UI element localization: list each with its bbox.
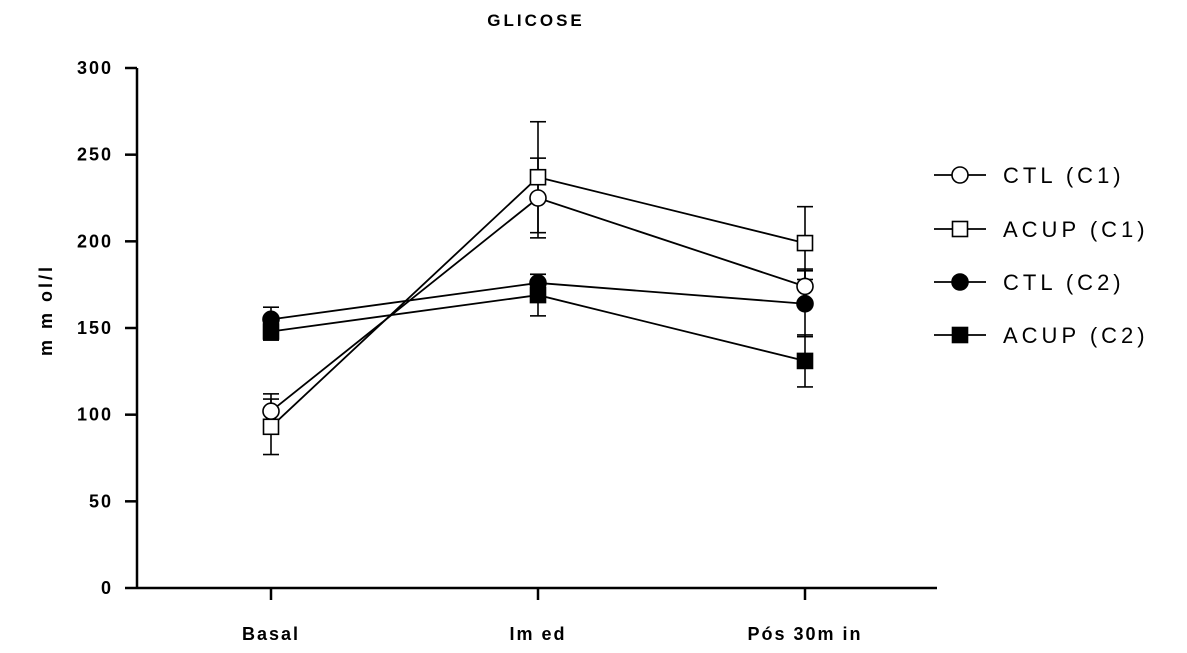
y-tick-label: 250 [77,145,113,165]
data-point [262,418,280,436]
legend-marker [951,273,969,291]
y-tick-label: 100 [77,405,113,425]
series-layer [262,120,814,456]
y-tick-label: 0 [101,578,113,598]
y-tick-label: 50 [89,491,113,511]
legend-label: ACUP (C2) [1003,323,1149,348]
y-axis-label: m m ol/l [36,264,56,356]
data-point [796,234,814,252]
x-tick-label: Im ed [509,624,566,644]
legend-marker [951,220,969,238]
series-points-4 [262,286,814,370]
series-points-1 [262,189,814,421]
data-point [262,323,280,340]
y-tick-label: 150 [77,318,113,338]
data-point [262,402,280,421]
legend-item-2: ACUP (C1) [934,217,1149,242]
x-tick-label: Basal [242,624,300,644]
chart-title: GLICOSE [487,11,585,30]
legend-marker [951,326,969,344]
legend-label: ACUP (C1) [1003,217,1149,242]
data-point [796,277,814,296]
legend: CTL (C1) ACUP (C1) CTL (C2) ACUP (C2) [934,163,1149,348]
data-point [529,168,547,186]
series-points-2 [262,168,814,436]
legend-marker [951,166,969,184]
legend-label: CTL (C1) [1003,163,1125,188]
axes: 0 50 100 150 200 250 300 Basal Im ed Pós 30m in [77,58,937,644]
legend-item-1: CTL (C1) [934,163,1125,188]
x-tick-label: Pós 30m in [747,624,862,644]
data-point [529,286,547,304]
y-tick-label: 300 [77,58,113,78]
legend-item-4: ACUP (C2) [934,323,1149,348]
y-tick-label: 200 [77,231,113,251]
legend-label: CTL (C2) [1003,270,1125,295]
data-point [796,294,814,313]
data-point [529,189,547,207]
legend-item-3: CTL (C2) [934,270,1125,295]
data-point [796,352,814,370]
